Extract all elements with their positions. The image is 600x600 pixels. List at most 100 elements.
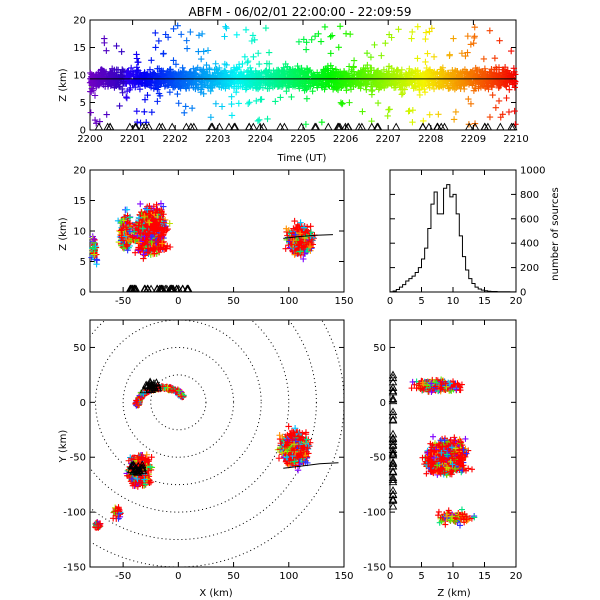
figure-title: ABFM - 06/02/01 22:00:00 - 22:09:59 bbox=[188, 5, 411, 19]
x-tick-label: 2201 bbox=[120, 134, 145, 145]
source-point bbox=[91, 92, 99, 99]
source-point bbox=[408, 35, 415, 42]
source-point bbox=[195, 48, 202, 55]
x-tick-label: 15 bbox=[478, 296, 491, 307]
source-point bbox=[295, 38, 303, 45]
source-point bbox=[255, 60, 263, 68]
source-point bbox=[335, 44, 342, 51]
source-point bbox=[307, 223, 314, 230]
x-tick-label: 2207 bbox=[375, 134, 400, 145]
source-point bbox=[462, 52, 469, 60]
source-point bbox=[233, 31, 241, 39]
source-point bbox=[454, 68, 461, 75]
source-point bbox=[342, 30, 350, 37]
source-point bbox=[339, 100, 346, 107]
source-point bbox=[336, 23, 344, 30]
source-point bbox=[170, 25, 177, 33]
source-point bbox=[505, 108, 513, 116]
source-point bbox=[409, 28, 416, 36]
source-point bbox=[399, 90, 406, 97]
source-point bbox=[258, 96, 265, 103]
source-point bbox=[359, 108, 366, 115]
ground-marker bbox=[167, 122, 177, 131]
source-point bbox=[426, 84, 433, 91]
source-point bbox=[228, 100, 235, 108]
source-point bbox=[204, 47, 212, 54]
plot-frame bbox=[389, 169, 517, 293]
y-tick-label: 600 bbox=[520, 214, 539, 225]
source-point bbox=[212, 60, 219, 67]
source-point bbox=[244, 58, 252, 65]
source-point bbox=[134, 118, 141, 126]
y-tick-label: 0 bbox=[80, 398, 86, 409]
source-point bbox=[277, 94, 284, 101]
x-tick-label: 2206 bbox=[333, 134, 358, 145]
source-point bbox=[378, 52, 385, 59]
source-point bbox=[146, 66, 154, 73]
source-point bbox=[450, 35, 457, 42]
source-point bbox=[398, 91, 406, 98]
x-tick-label: 10 bbox=[447, 296, 460, 307]
source-point bbox=[371, 41, 378, 49]
source-point bbox=[250, 53, 257, 60]
source-point bbox=[195, 32, 203, 39]
source-point bbox=[241, 53, 249, 61]
source-point bbox=[291, 217, 298, 225]
x-tick-label: 0 bbox=[387, 296, 393, 307]
source-point bbox=[363, 86, 370, 93]
source-point bbox=[450, 116, 458, 123]
x-tick-label: 2210 bbox=[503, 134, 528, 145]
x-tick-label: 150 bbox=[334, 296, 353, 307]
source-point bbox=[464, 49, 471, 56]
source-point bbox=[423, 64, 430, 72]
y-tick-label: 200 bbox=[520, 263, 539, 274]
y-tick-label: 0 bbox=[80, 126, 86, 137]
source-point bbox=[265, 49, 273, 56]
x-tick-label: -50 bbox=[115, 571, 131, 582]
source-point bbox=[395, 26, 402, 33]
source-point bbox=[506, 86, 513, 93]
source-point bbox=[302, 46, 310, 53]
source-point bbox=[406, 107, 413, 114]
source-point bbox=[87, 69, 94, 77]
source-point bbox=[503, 94, 510, 102]
source-point bbox=[221, 33, 228, 40]
y-tick-label: 5 bbox=[80, 98, 86, 109]
source-point bbox=[228, 93, 235, 100]
source-point bbox=[148, 57, 155, 64]
source-point bbox=[491, 54, 499, 62]
source-point bbox=[327, 50, 334, 57]
source-point bbox=[471, 84, 479, 92]
source-point bbox=[148, 109, 156, 116]
y-tick-label: 10 bbox=[73, 227, 86, 238]
source-point bbox=[123, 94, 131, 102]
source-point bbox=[248, 37, 256, 45]
source-point bbox=[264, 115, 271, 123]
source-point bbox=[246, 99, 253, 106]
x-tick-label: 2202 bbox=[162, 134, 187, 145]
source-point bbox=[256, 116, 263, 123]
source-point bbox=[492, 104, 500, 111]
y-tick-label: 0 bbox=[80, 288, 86, 299]
source-point bbox=[471, 23, 478, 31]
source-point bbox=[242, 26, 250, 34]
source-point bbox=[422, 29, 430, 36]
source-point bbox=[228, 112, 236, 119]
source-point bbox=[368, 91, 376, 98]
y-tick-label: 15 bbox=[73, 196, 86, 207]
source-point bbox=[350, 64, 357, 71]
source-point bbox=[350, 57, 358, 64]
source-point bbox=[486, 113, 494, 121]
source-point bbox=[321, 23, 329, 31]
source-point bbox=[170, 57, 177, 64]
y-tick-label: 800 bbox=[520, 190, 539, 201]
x-tick-label: -50 bbox=[115, 296, 131, 307]
ground-marker bbox=[496, 122, 505, 131]
source-point bbox=[263, 60, 271, 67]
source-point bbox=[133, 55, 141, 62]
source-point bbox=[181, 109, 188, 117]
histogram-ylabel: number of sources bbox=[550, 187, 561, 280]
source-point bbox=[470, 39, 477, 47]
